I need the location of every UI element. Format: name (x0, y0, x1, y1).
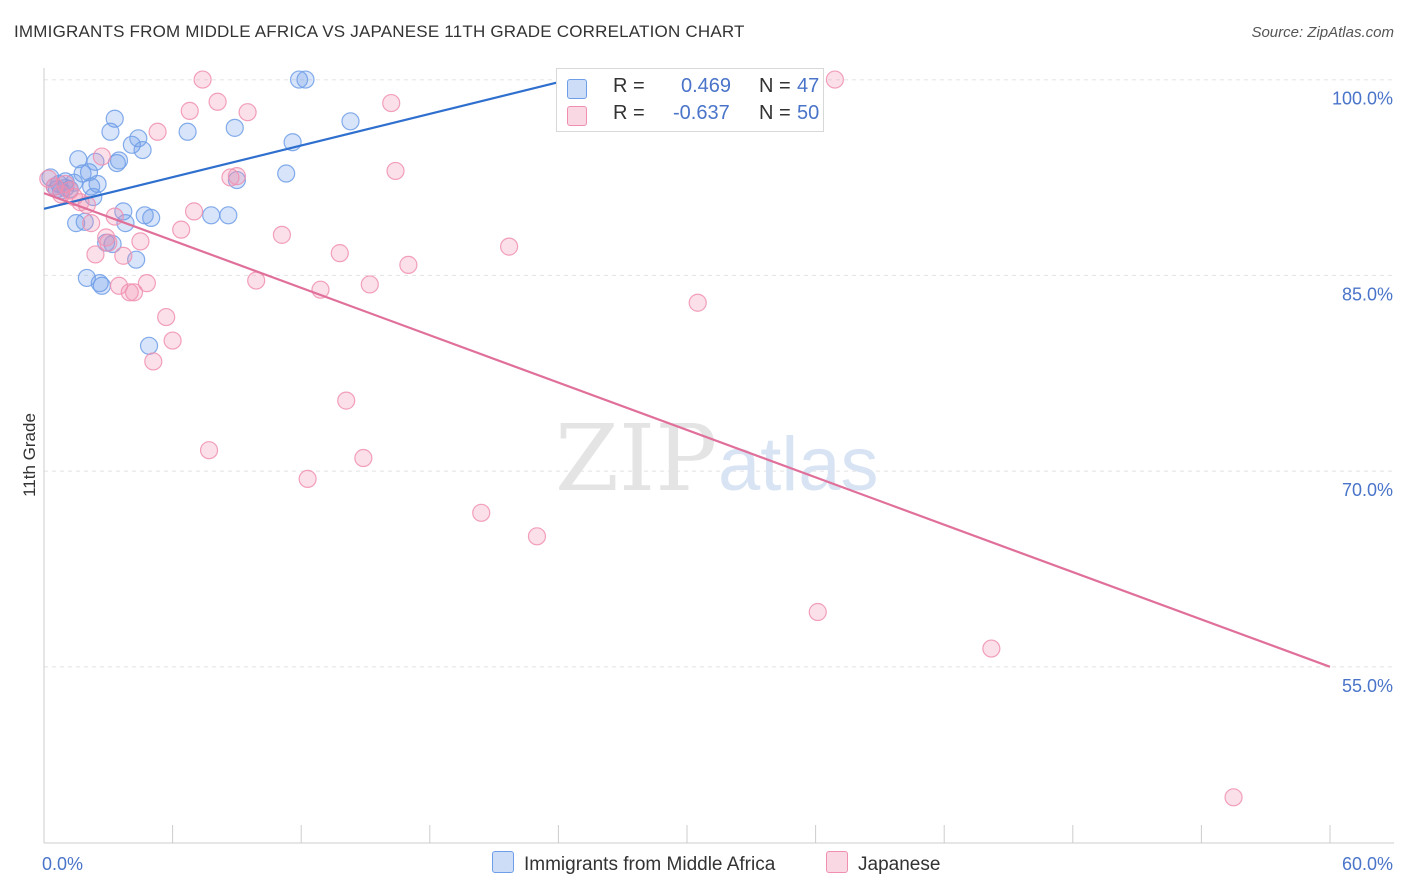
point-japanese (386, 161, 405, 181)
point-japanese (82, 214, 101, 233)
point-middle-africa (129, 129, 148, 148)
point-japanese (330, 244, 349, 263)
legend-r-value: -0.637 (673, 102, 730, 124)
point-japanese (120, 283, 139, 302)
point-japanese (825, 70, 844, 89)
point-middle-africa (139, 336, 159, 355)
bottom-legend-swatch-pink (826, 851, 848, 873)
x-tick-label: 0.0% (42, 854, 83, 874)
point-japanese (157, 307, 176, 327)
legend-n-value: 47 (797, 75, 820, 97)
point-middle-africa (341, 112, 360, 131)
point-japanese (238, 103, 257, 122)
y-tick-label: 85.0% (1342, 284, 1393, 304)
point-japanese (131, 232, 150, 251)
point-japanese (688, 293, 707, 312)
axes (43, 68, 1394, 844)
trend-line-japanese (43, 192, 1331, 668)
axis-labels: 100.0% 85.0% 70.0% 55.0% 0.0% 60.0% 11th Grade (20, 89, 1393, 874)
point-japanese (184, 202, 204, 221)
point-japanese (382, 93, 401, 113)
y-tick-label: 70.0% (1342, 480, 1393, 500)
watermark-zip: ZIP (555, 405, 717, 512)
legend-n-label: N = (759, 75, 791, 97)
point-middle-africa (107, 153, 126, 173)
point-japanese (227, 167, 246, 186)
x-tick-label: 60.0% (1342, 854, 1393, 874)
point-middle-africa (289, 70, 309, 89)
point-japanese (808, 602, 827, 622)
trend-line-middle-africa (43, 78, 570, 210)
point-japanese (114, 246, 133, 265)
point-japanese (199, 441, 219, 460)
point-japanese (527, 527, 547, 546)
point-japanese (399, 255, 418, 274)
legend-r-label: R = (613, 75, 645, 97)
data-points (39, 70, 1243, 807)
point-middle-africa (142, 208, 161, 228)
point-japanese (137, 274, 156, 293)
point-japanese (180, 101, 199, 120)
point-middle-africa (90, 274, 109, 293)
point-middle-africa (105, 109, 124, 128)
trend-lines (43, 78, 1331, 668)
watermark-atlas: atlas (718, 422, 879, 507)
legend-n-label: N = (759, 102, 791, 124)
point-middle-africa (92, 276, 111, 295)
legend-r-label: R = (613, 102, 645, 124)
bottom-legend-middle-africa: Immigrants from Middle Africa (492, 851, 775, 876)
grid-lines (44, 79, 1394, 668)
correlation-legend: R = 0.469 N = 47 R = -0.637 N = 50 (556, 68, 824, 132)
point-japanese (272, 225, 292, 244)
point-japanese (193, 70, 212, 89)
point-japanese (92, 147, 111, 166)
y-tick-label: 100.0% (1332, 89, 1393, 109)
point-japanese (86, 245, 105, 264)
point-japanese (1224, 788, 1243, 807)
legend-swatch-pink (567, 106, 587, 126)
point-middle-africa (277, 164, 296, 183)
point-japanese (337, 391, 356, 410)
point-middle-africa (88, 174, 107, 194)
y-axis-label: 11th Grade (20, 413, 39, 497)
point-japanese (360, 275, 379, 294)
point-japanese (99, 233, 118, 252)
point-middle-africa (296, 70, 315, 89)
point-japanese (172, 220, 191, 239)
point-middle-africa (133, 140, 152, 160)
point-japanese (221, 168, 240, 187)
point-middle-africa (114, 202, 133, 221)
point-japanese (144, 352, 163, 371)
watermark: ZIP atlas (555, 405, 879, 512)
point-japanese (354, 448, 373, 468)
point-middle-africa (122, 135, 141, 154)
chart-title: IMMIGRANTS FROM MIDDLE AFRICA VS JAPANES… (14, 22, 745, 41)
legend-swatch-blue (567, 79, 587, 99)
point-japanese (124, 283, 144, 302)
point-japanese (500, 237, 519, 256)
point-middle-africa (178, 122, 197, 141)
point-middle-africa (109, 151, 129, 170)
bottom-legend-japanese: Japanese (826, 851, 940, 876)
point-japanese (982, 639, 1001, 658)
point-middle-africa (73, 164, 92, 183)
bottom-legend-label: Immigrants from Middle Africa (524, 854, 776, 875)
legend-r-value: 0.469 (681, 75, 732, 97)
y-tick-label: 55.0% (1342, 676, 1393, 696)
point-middle-africa (219, 206, 238, 225)
point-middle-africa (202, 206, 221, 225)
point-japanese (148, 122, 167, 141)
bottom-legend-label: Japanese (858, 854, 941, 875)
point-middle-africa (225, 118, 244, 137)
point-japanese (163, 331, 182, 350)
point-japanese (472, 503, 491, 522)
legend-n-value: 50 (797, 102, 820, 124)
point-japanese (109, 276, 129, 295)
point-japanese (298, 469, 317, 489)
point-japanese (208, 92, 227, 111)
bottom-legend-swatch-blue (492, 851, 514, 873)
source-label: Source: ZipAtlas.com (1251, 24, 1394, 41)
